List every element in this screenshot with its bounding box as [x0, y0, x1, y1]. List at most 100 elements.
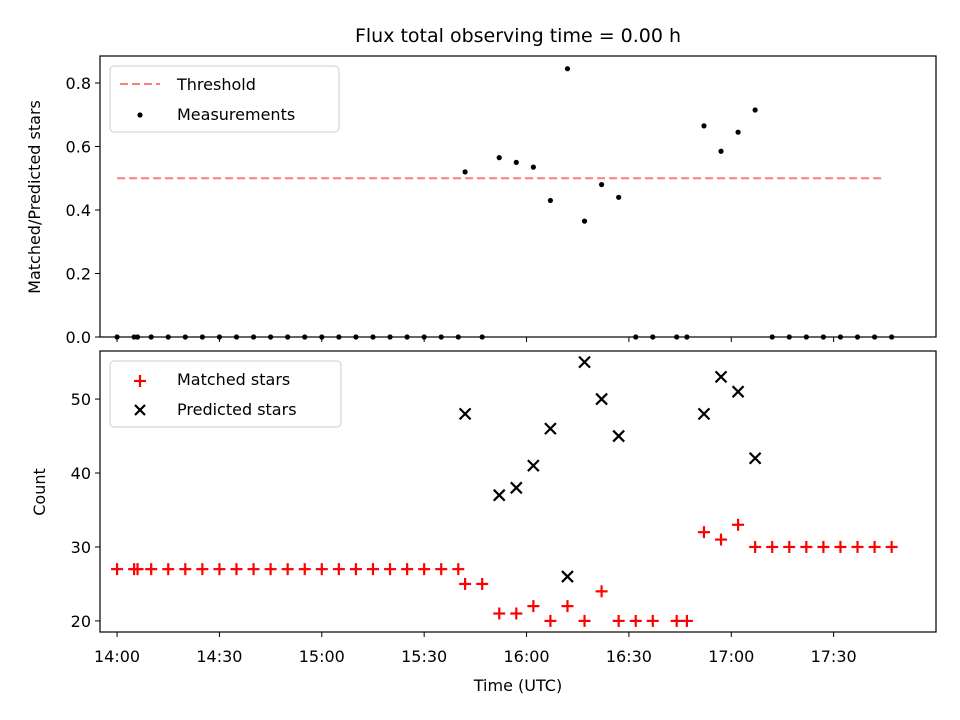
matched-stars-point [766, 540, 779, 553]
top-y-tick-label: 0.4 [66, 201, 91, 220]
matched-stars-point [332, 563, 345, 576]
measurement-point [564, 66, 571, 72]
x-tick-label: 16:00 [503, 647, 549, 666]
x-tick-label: 14:30 [196, 647, 242, 666]
x-tick-label: 16:30 [606, 647, 652, 666]
matched-stars-point [749, 540, 762, 553]
bottom-legend-box [109, 360, 342, 428]
matched-stars-point [544, 614, 557, 627]
matched-stars-point [349, 563, 362, 576]
measurement-point [513, 159, 519, 165]
matched-stars-point [162, 563, 175, 576]
measurement-point [718, 148, 724, 154]
measurement-point [599, 181, 605, 188]
legend-measurements-label: Measurements [177, 105, 295, 124]
matched-stars-point [298, 563, 311, 576]
matched-stars-point [196, 563, 209, 576]
measurement-point [752, 107, 758, 113]
measurement-point [616, 194, 622, 200]
matched-stars-point [459, 577, 472, 590]
measurement-point [581, 218, 588, 224]
matched-stars-point [885, 540, 898, 553]
matched-stars-point [366, 563, 379, 576]
bottom-plot-frame [99, 350, 937, 633]
matched-stars-point [629, 614, 642, 627]
matched-stars-point [131, 563, 144, 576]
matched-stars-point [179, 563, 192, 576]
matched-stars-point [264, 563, 277, 576]
matched-stars-point [800, 540, 813, 553]
matched-stars-point [697, 526, 710, 539]
bottom-y-tick-label: 50 [71, 390, 91, 409]
bottom-legend: Matched stars Predicted stars [109, 360, 342, 428]
matched-stars-point [527, 600, 540, 613]
top-y-tick-label: 0.0 [66, 328, 91, 347]
matched-stars-point [510, 607, 523, 620]
top-x-ticks [116, 337, 835, 342]
top-y-ticks: 0.0 0.2 0.4 0.6 0.8 [66, 74, 100, 347]
predicted-stars-point [561, 570, 574, 583]
predicted-stars-point [748, 451, 762, 465]
matched-stars-point [715, 533, 728, 546]
predicted-stars-point [731, 385, 745, 398]
matched-stars-point [452, 563, 465, 576]
predicted-stars-point [544, 422, 557, 435]
matched-stars-point [281, 563, 294, 576]
top-legend-box [109, 65, 340, 133]
top-y-tick-label: 0.2 [66, 264, 91, 283]
bottom-series-layer [111, 355, 898, 627]
matched-stars-point [401, 563, 414, 576]
measurement-point [496, 155, 502, 161]
bottom-y-tick-label: 30 [71, 538, 91, 557]
matched-stars-point [247, 563, 260, 576]
predicted-stars-point [527, 459, 540, 472]
predicted-stars-point [612, 429, 625, 443]
matched-stars-point [834, 540, 847, 553]
x-tick-label: 17:00 [708, 647, 754, 666]
top-y-axis-label: Matched/Predicted stars [25, 100, 44, 294]
matched-stars-point [851, 540, 864, 553]
bottom-y-axis-label: Count [30, 468, 49, 516]
matched-stars-point [111, 563, 124, 576]
measurement-point [735, 129, 741, 135]
bottom-y-tick-label: 20 [71, 612, 91, 631]
top-plot-frame [99, 55, 937, 338]
matched-stars-point [680, 614, 693, 627]
legend-matched-label: Matched stars [177, 370, 290, 389]
matched-stars-point [612, 614, 625, 627]
legend-threshold-label: Threshold [176, 75, 256, 94]
x-tick-label: 14:00 [94, 647, 140, 666]
matched-stars-point [670, 614, 683, 627]
measurement-point [530, 164, 536, 170]
legend-predicted-swatch [134, 404, 146, 416]
matched-stars-point [384, 563, 397, 576]
predicted-stars-point [510, 481, 523, 495]
matched-stars-point [732, 518, 745, 531]
top-y-tick-label: 0.8 [66, 74, 91, 93]
matched-stars-point [418, 563, 431, 576]
measurement-point [701, 123, 707, 129]
predicted-stars-point [697, 407, 711, 421]
matched-stars-point [213, 563, 226, 576]
matched-stars-point [561, 600, 574, 613]
matched-stars-point [476, 577, 489, 590]
top-y-tick-label: 0.6 [66, 137, 91, 156]
predicted-stars-point [714, 370, 728, 384]
matched-stars-point [646, 614, 659, 627]
bottom-y-tick-label: 40 [71, 464, 91, 483]
matched-stars-point [230, 563, 243, 576]
bottom-x-ticks: 14:00 14:30 15:00 15:30 16:00 16:30 17:00 17:30 [94, 632, 857, 666]
predicted-stars-point [595, 392, 608, 406]
matched-stars-point [493, 607, 506, 620]
legend-measurements-swatch [137, 112, 143, 118]
matched-stars-point [783, 540, 796, 553]
predicted-stars-point [458, 407, 472, 421]
matched-stars-point [578, 614, 591, 627]
x-axis-label: Time (UTC) [473, 676, 562, 695]
predicted-stars-point [578, 355, 591, 369]
x-tick-label: 17:30 [811, 647, 857, 666]
measurement-point [462, 169, 468, 175]
matched-stars-point [435, 563, 448, 576]
top-legend: Threshold Measurements [109, 65, 340, 133]
